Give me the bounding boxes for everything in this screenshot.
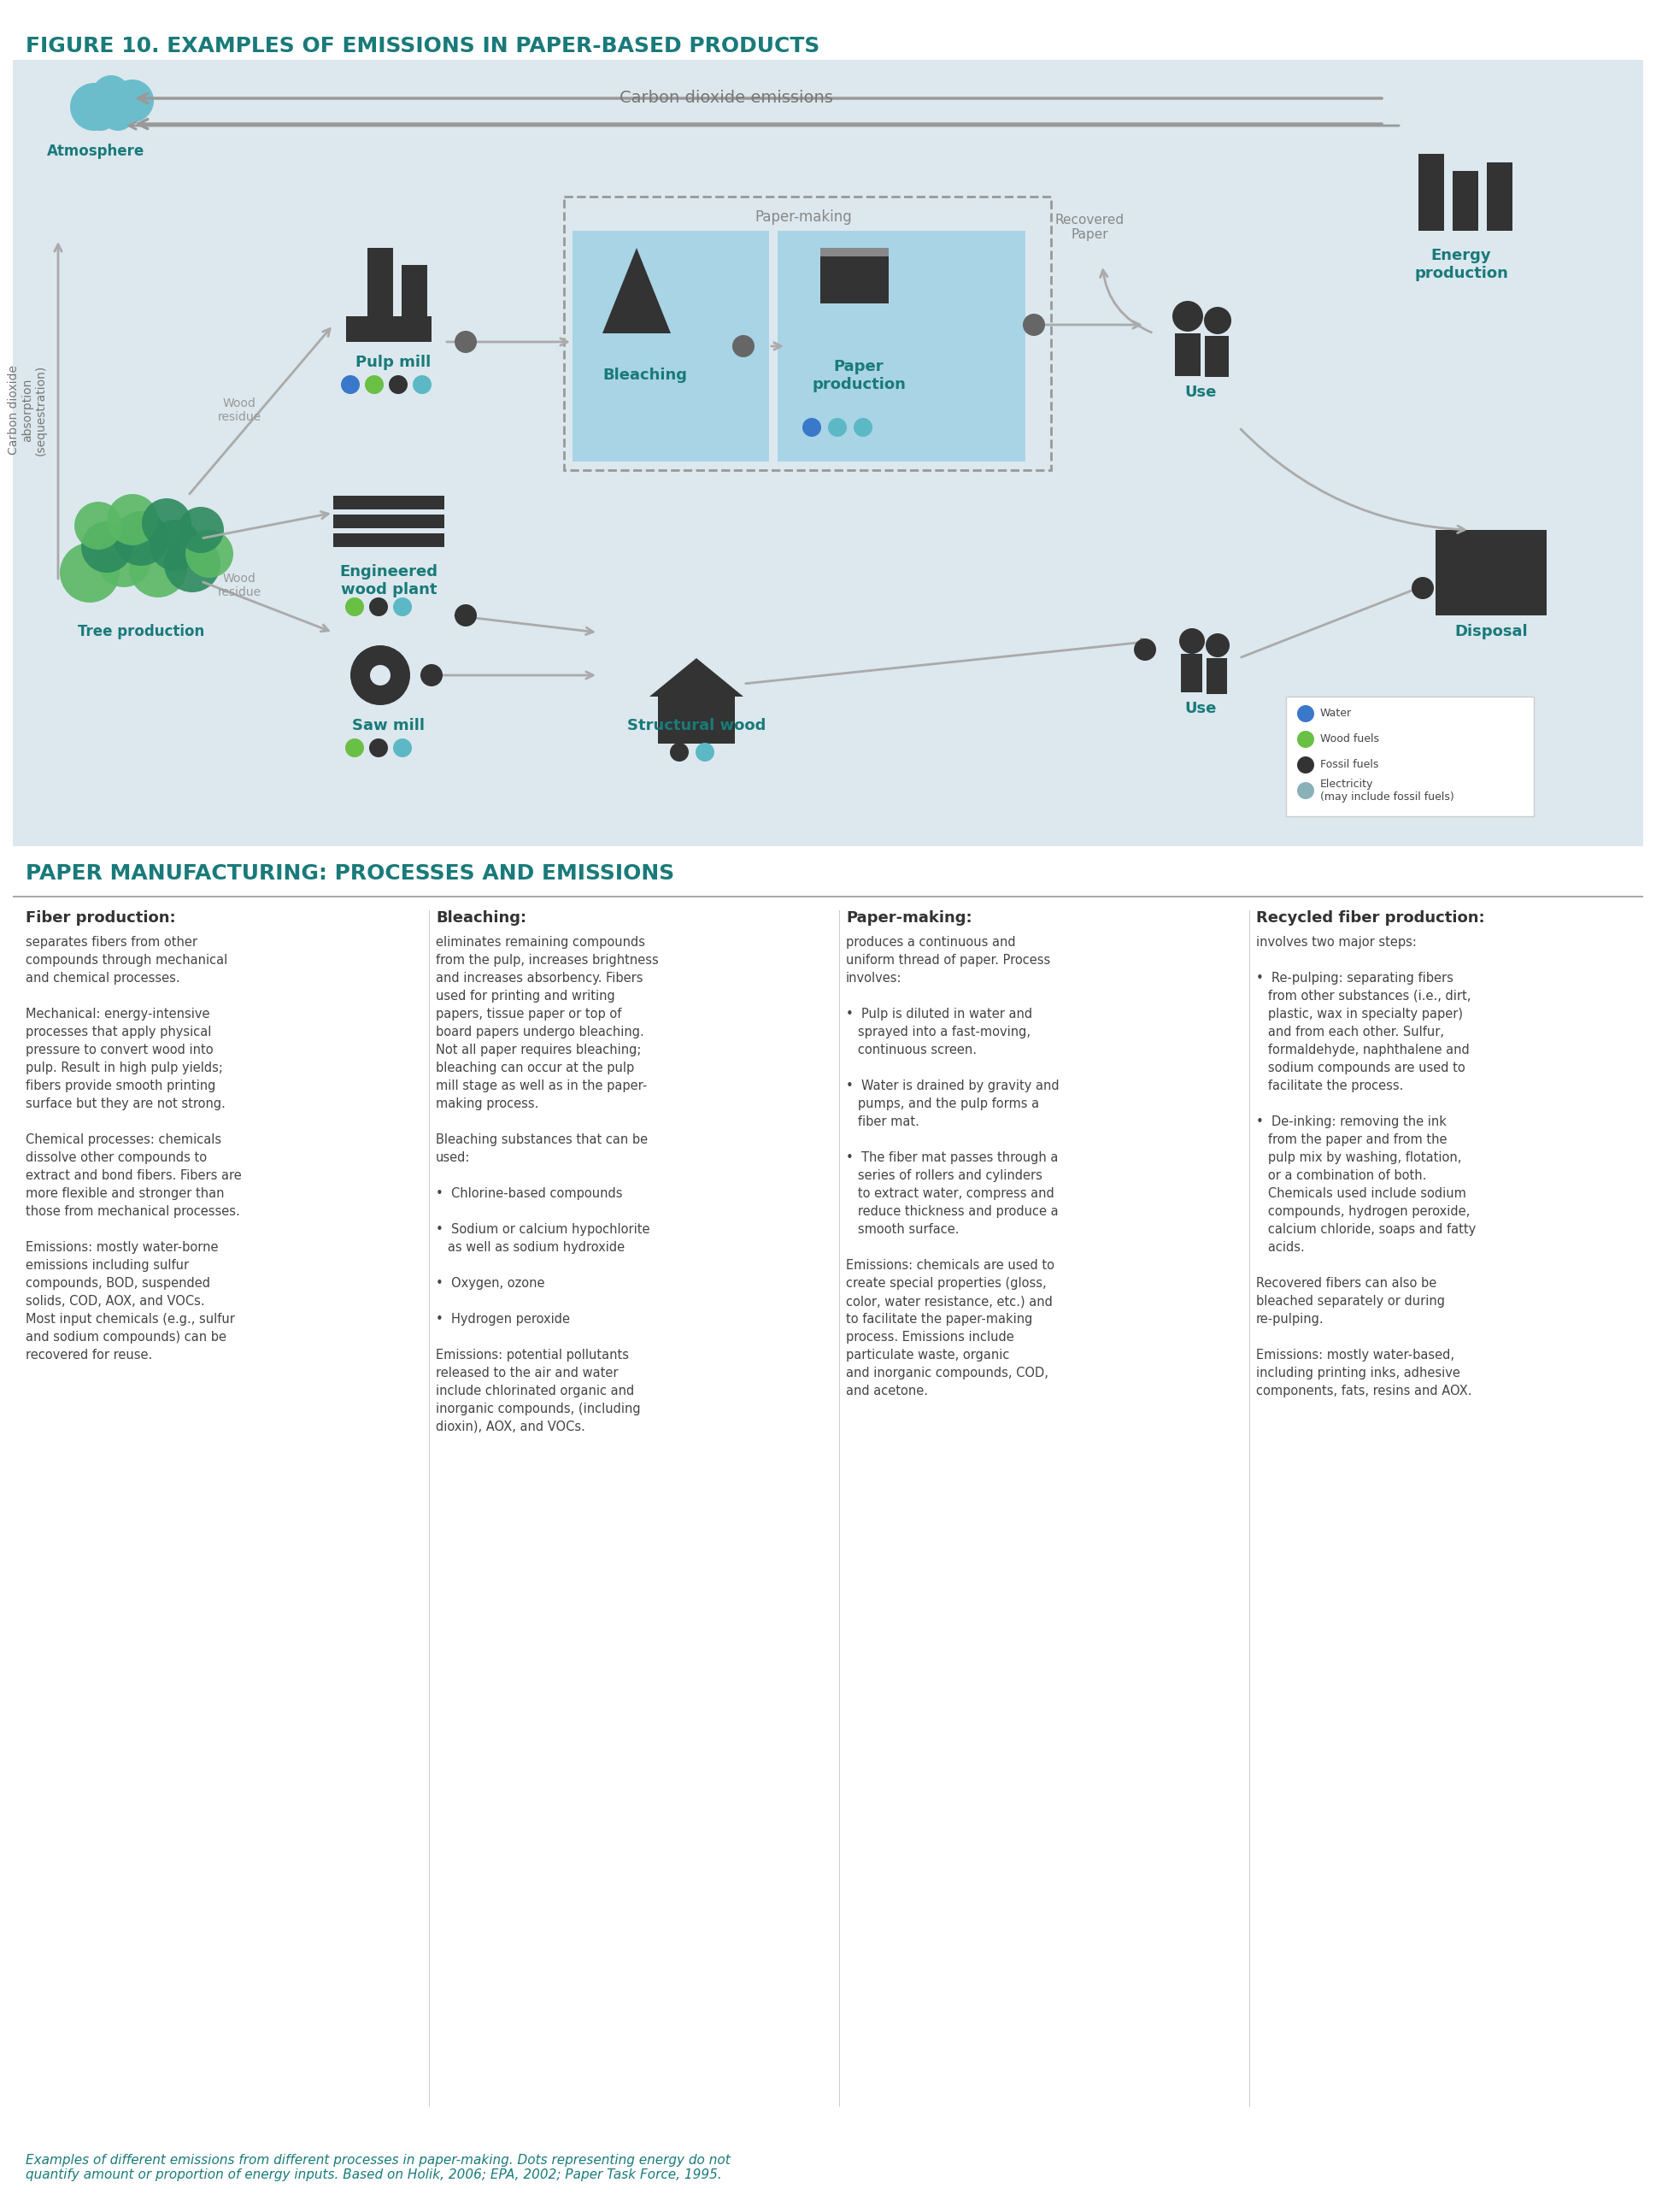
Circle shape	[412, 376, 432, 394]
Text: Use: Use	[1184, 385, 1217, 400]
Circle shape	[828, 418, 846, 436]
Text: Paper-making: Paper-making	[755, 210, 851, 226]
Circle shape	[341, 376, 359, 394]
Circle shape	[803, 418, 821, 436]
Circle shape	[351, 646, 411, 706]
Bar	[820, 248, 889, 257]
Text: PAPER MANUFACTURING: PROCESSES AND EMISSIONS: PAPER MANUFACTURING: PROCESSES AND EMISS…	[25, 863, 674, 885]
Circle shape	[1204, 307, 1232, 334]
Circle shape	[671, 743, 689, 761]
Text: Fossil fuels: Fossil fuels	[1320, 759, 1378, 770]
Circle shape	[114, 511, 169, 566]
Bar	[1206, 336, 1229, 376]
FancyBboxPatch shape	[1287, 697, 1533, 816]
Circle shape	[1297, 706, 1315, 723]
Text: Pulp mill: Pulp mill	[356, 354, 431, 369]
Bar	[820, 248, 889, 303]
Circle shape	[696, 743, 714, 761]
Text: involves two major steps:

•  Re-pulping: separating fibers
   from other substa: involves two major steps: • Re-pulping: …	[1257, 936, 1475, 1398]
Text: Use: Use	[1184, 701, 1217, 717]
Polygon shape	[603, 248, 671, 334]
Circle shape	[1297, 730, 1315, 748]
Text: Paper
production: Paper production	[811, 358, 906, 392]
Circle shape	[1134, 639, 1156, 661]
FancyBboxPatch shape	[778, 230, 1025, 462]
Text: Recycled fiber production:: Recycled fiber production:	[1257, 911, 1485, 925]
Text: Wood
residue: Wood residue	[217, 398, 262, 422]
Circle shape	[164, 535, 220, 593]
Circle shape	[70, 82, 118, 131]
Text: Energy
production: Energy production	[1414, 248, 1509, 281]
Circle shape	[111, 80, 154, 122]
Circle shape	[455, 332, 477, 354]
Circle shape	[1179, 628, 1206, 655]
Text: separates fibers from other
compounds through mechanical
and chemical processes.: separates fibers from other compounds th…	[25, 936, 242, 1363]
FancyBboxPatch shape	[13, 60, 1643, 847]
Circle shape	[1023, 314, 1045, 336]
Bar	[1487, 161, 1512, 230]
Circle shape	[86, 100, 116, 131]
Bar	[1174, 334, 1201, 376]
Circle shape	[344, 597, 364, 617]
Circle shape	[1297, 757, 1315, 774]
Text: Atmosphere: Atmosphere	[46, 144, 144, 159]
Text: Fiber production:: Fiber production:	[25, 911, 176, 925]
Text: Electricity
(may include fossil fuels): Electricity (may include fossil fuels)	[1320, 779, 1454, 803]
Text: Recovered
Paper: Recovered Paper	[1055, 215, 1124, 241]
FancyBboxPatch shape	[333, 533, 444, 546]
Text: produces a continuous and
uniform thread of paper. Process
involves:

•  Pulp is: produces a continuous and uniform thread…	[846, 936, 1060, 1398]
Text: Disposal: Disposal	[1454, 624, 1528, 639]
Circle shape	[1297, 783, 1315, 799]
Text: Paper-making:: Paper-making:	[846, 911, 972, 925]
Circle shape	[185, 531, 233, 577]
Circle shape	[96, 533, 151, 586]
Bar	[1419, 155, 1444, 230]
Circle shape	[392, 739, 412, 757]
FancyBboxPatch shape	[573, 230, 768, 462]
Circle shape	[1172, 301, 1204, 332]
Bar	[402, 265, 427, 334]
Bar	[1436, 531, 1547, 615]
Bar	[1181, 655, 1202, 692]
Text: Tree production: Tree production	[78, 624, 204, 639]
Circle shape	[392, 597, 412, 617]
Text: FIGURE 10. EXAMPLES OF EMISSIONS IN PAPER-BASED PRODUCTS: FIGURE 10. EXAMPLES OF EMISSIONS IN PAPE…	[25, 35, 820, 58]
Circle shape	[101, 97, 136, 131]
FancyBboxPatch shape	[333, 495, 444, 509]
Circle shape	[177, 507, 224, 553]
Bar	[657, 692, 735, 743]
Circle shape	[369, 739, 388, 757]
Circle shape	[344, 739, 364, 757]
Circle shape	[1411, 577, 1434, 599]
Text: Wood
residue: Wood residue	[217, 573, 262, 599]
Bar	[368, 248, 392, 334]
Text: Carbon dioxide emissions: Carbon dioxide emissions	[619, 91, 833, 106]
Bar	[1207, 659, 1227, 695]
Circle shape	[364, 376, 384, 394]
Circle shape	[93, 75, 129, 113]
FancyBboxPatch shape	[333, 515, 444, 529]
Circle shape	[75, 502, 123, 549]
Text: Wood fuels: Wood fuels	[1320, 734, 1379, 745]
Text: Examples of different emissions from different processes in paper-making. Dots r: Examples of different emissions from dif…	[25, 2154, 730, 2181]
Text: Carbon dioxide
absorption
(sequestration): Carbon dioxide absorption (sequestration…	[8, 365, 46, 456]
Circle shape	[60, 542, 119, 602]
Circle shape	[732, 334, 755, 358]
Circle shape	[1206, 633, 1230, 657]
Bar	[346, 316, 432, 343]
Circle shape	[129, 540, 187, 597]
Circle shape	[369, 666, 391, 686]
Text: Structural wood: Structural wood	[628, 719, 765, 734]
Polygon shape	[649, 659, 744, 697]
Circle shape	[142, 498, 192, 549]
Circle shape	[81, 522, 132, 573]
Bar	[1452, 170, 1479, 230]
Text: Bleaching:: Bleaching:	[436, 911, 527, 925]
Circle shape	[853, 418, 873, 436]
Circle shape	[369, 597, 388, 617]
Circle shape	[421, 664, 442, 686]
Text: Engineered
wood plant: Engineered wood plant	[339, 564, 437, 597]
Circle shape	[106, 493, 157, 546]
Text: Bleaching: Bleaching	[603, 367, 687, 383]
